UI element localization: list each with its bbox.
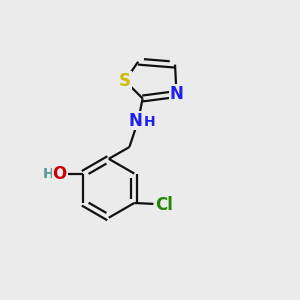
- Text: S: S: [119, 72, 131, 90]
- Text: H: H: [144, 115, 156, 129]
- Text: N: N: [169, 85, 183, 103]
- Text: N: N: [128, 112, 142, 130]
- Text: Cl: Cl: [155, 196, 173, 214]
- Text: O: O: [52, 165, 67, 183]
- Text: H: H: [43, 167, 54, 181]
